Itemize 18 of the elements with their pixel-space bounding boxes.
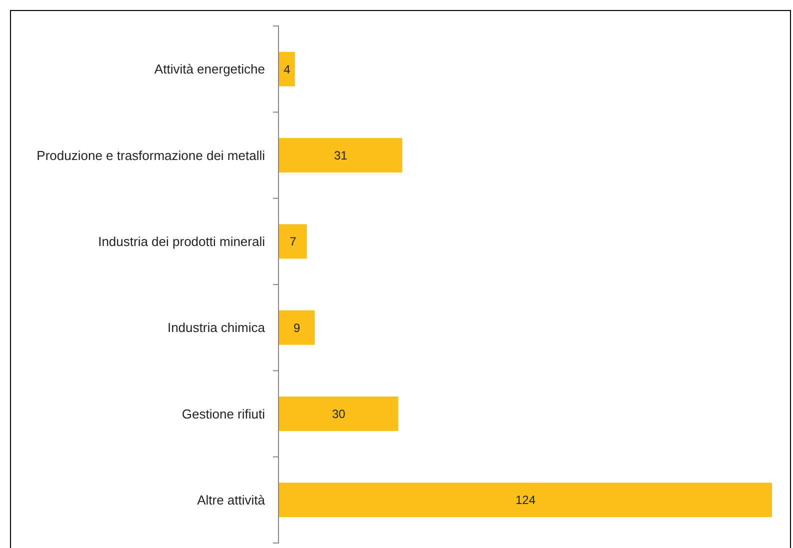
y-tick-label: Industria dei prodotti minerali (98, 234, 266, 249)
data-label: 30 (332, 406, 346, 421)
y-tick-label: Attività energetiche (154, 62, 265, 77)
bar (279, 482, 772, 518)
bar (279, 52, 295, 86)
bar (279, 138, 402, 172)
y-tick-label: Produzione e trasformazione dei metalli (36, 148, 266, 163)
bar (279, 310, 315, 345)
y-tick-label: Altre attività (197, 492, 266, 508)
data-label: 9 (294, 320, 301, 335)
data-label: 124 (515, 493, 536, 508)
bar (279, 224, 307, 259)
y-tick-label: Gestione rifiuti (182, 406, 266, 422)
bar (279, 396, 398, 431)
data-label: 4 (284, 62, 291, 76)
y-tick-label: Industria chimica (167, 320, 266, 336)
data-label: 7 (290, 234, 297, 249)
data-label: 31 (334, 148, 348, 162)
